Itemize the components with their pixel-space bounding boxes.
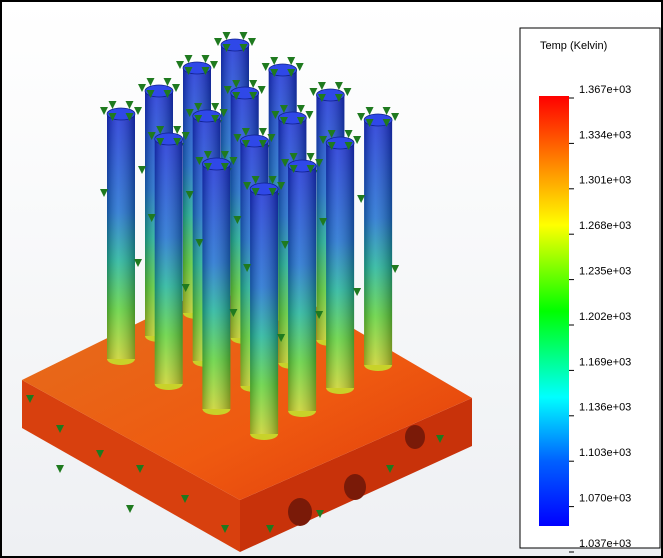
- pin: [202, 158, 230, 415]
- legend-label: 1.367e+03: [579, 84, 631, 96]
- legend-label: 1.037e+03: [579, 538, 631, 550]
- pin: [288, 160, 316, 417]
- pin-shade: [326, 143, 354, 388]
- pin-shade: [107, 114, 135, 359]
- pin-shade: [288, 166, 316, 411]
- hole: [344, 474, 366, 500]
- hole: [288, 498, 312, 526]
- legend-label: 1.070e+03: [579, 493, 631, 505]
- viewport: Temp (Kelvin) 1.367e+03 1.334e+03 1.301e+0…: [0, 0, 663, 558]
- legend-label: 1.103e+03: [579, 447, 631, 459]
- color-bar: [539, 96, 569, 526]
- legend-label: 1.235e+03: [579, 266, 631, 278]
- simulation-view: Temp (Kelvin) 1.367e+03 1.334e+03 1.301e+0…: [0, 0, 663, 558]
- legend-label: 1.202e+03: [579, 311, 631, 323]
- pin-shade: [202, 164, 230, 409]
- legend-label: 1.334e+03: [579, 129, 631, 141]
- pin: [326, 137, 354, 394]
- pin-shade: [250, 189, 278, 434]
- pin: [364, 114, 392, 371]
- pin: [155, 133, 183, 390]
- pin-shade: [155, 139, 183, 384]
- hole: [405, 425, 425, 449]
- pin-shade: [364, 120, 392, 365]
- legend-label: 1.301e+03: [579, 175, 631, 187]
- legend-label: 1.169e+03: [579, 356, 631, 368]
- legend-title: Temp (Kelvin): [540, 40, 607, 52]
- legend-label: 1.136e+03: [579, 402, 631, 414]
- legend-label: 1.268e+03: [579, 220, 631, 232]
- pin: [250, 183, 278, 440]
- legend: Temp (Kelvin) 1.367e+03 1.334e+03 1.301e+0…: [520, 28, 660, 552]
- pin: [107, 108, 135, 365]
